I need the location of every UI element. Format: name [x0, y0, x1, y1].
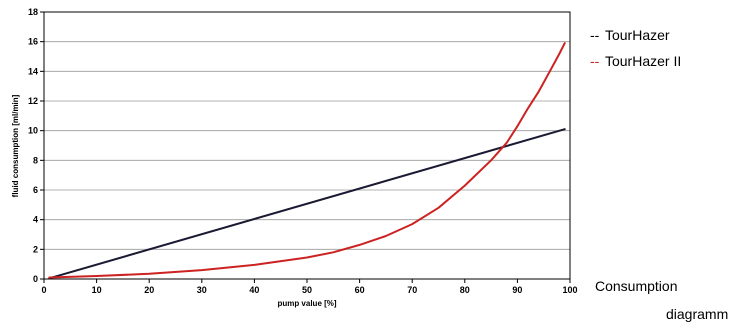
y-tick-label-6: 6 — [33, 185, 38, 195]
y-tick-label-18: 18 — [28, 7, 38, 17]
series-line-0 — [48, 128, 566, 280]
x-tick-label-20: 20 — [144, 285, 154, 295]
x-tick-label-80: 80 — [460, 285, 470, 295]
y-tick-label-2: 2 — [33, 244, 38, 254]
x-tick-label-70: 70 — [407, 285, 417, 295]
x-tick-label-10: 10 — [92, 285, 102, 295]
y-tick-label-0: 0 — [33, 274, 38, 284]
series-line-1 — [48, 42, 566, 279]
y-axis-label: fluid consumption [ml/min] — [11, 94, 20, 197]
legend-marker-tourhazer: -- — [590, 27, 600, 43]
x-axis-label: pump value [%] — [277, 299, 336, 308]
legend-item-tourhazer-ii: -- TourHazer II — [590, 48, 681, 74]
legend-item-tourhazer: -- TourHazer — [590, 22, 681, 48]
series-group — [48, 42, 566, 280]
x-tick-label-40: 40 — [249, 285, 259, 295]
tick-labels: 0 2 4 6 8 10 12 14 16 18 0 10 20 30 40 50 60 70 80 90 100 — [28, 7, 578, 295]
legend-marker-tourhazer-ii: -- — [590, 53, 600, 69]
x-tick-label-100: 100 — [562, 285, 577, 295]
x-tick-label-50: 50 — [302, 285, 312, 295]
x-tick-label-90: 90 — [512, 285, 522, 295]
legend: -- TourHazer -- TourHazer II — [590, 22, 681, 74]
plot-area — [44, 12, 570, 279]
y-tick-label-4: 4 — [33, 215, 38, 225]
caption-line-1: Consumption — [595, 278, 678, 294]
y-tick-label-16: 16 — [28, 37, 38, 47]
legend-label-tourhazer-ii: TourHazer II — [604, 53, 682, 69]
y-tick-label-8: 8 — [33, 155, 38, 165]
plot-frame — [43, 11, 571, 280]
x-tick-label-0: 0 — [41, 285, 46, 295]
y-tick-label-14: 14 — [28, 66, 38, 76]
axes — [40, 11, 571, 283]
y-tick-label-10: 10 — [28, 126, 38, 136]
y-tick-label-12: 12 — [28, 96, 38, 106]
x-tick-label-60: 60 — [355, 285, 365, 295]
caption-line-2: diagramm — [666, 306, 729, 322]
legend-label-tourhazer: TourHazer — [604, 27, 670, 43]
x-tick-label-30: 30 — [197, 285, 207, 295]
